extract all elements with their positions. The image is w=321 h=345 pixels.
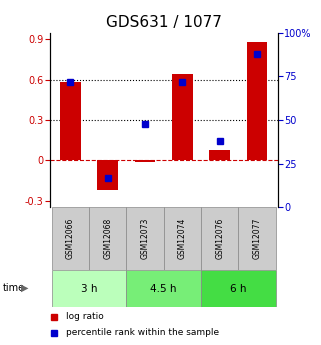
Bar — [239, 207, 276, 270]
Bar — [201, 270, 276, 307]
Bar — [164, 207, 201, 270]
Bar — [247, 41, 267, 160]
Bar — [97, 160, 118, 190]
Bar — [135, 160, 155, 162]
Text: GSM12076: GSM12076 — [215, 218, 224, 259]
Text: 4.5 h: 4.5 h — [151, 284, 177, 294]
Text: GSM12068: GSM12068 — [103, 218, 112, 259]
Bar — [89, 207, 126, 270]
Bar — [172, 74, 193, 160]
Text: GSM12074: GSM12074 — [178, 218, 187, 259]
Text: GSM12077: GSM12077 — [253, 218, 262, 259]
Text: time: time — [3, 283, 25, 293]
Bar — [126, 270, 201, 307]
Title: GDS631 / 1077: GDS631 / 1077 — [106, 15, 221, 30]
Text: 6 h: 6 h — [230, 284, 247, 294]
Text: log ratio: log ratio — [66, 312, 103, 321]
Bar — [52, 270, 126, 307]
Text: ▶: ▶ — [21, 283, 28, 293]
Bar — [201, 207, 239, 270]
Bar — [210, 150, 230, 160]
Text: percentile rank within the sample: percentile rank within the sample — [66, 328, 219, 337]
Bar — [60, 82, 81, 160]
Text: GSM12066: GSM12066 — [66, 218, 75, 259]
Text: 3 h: 3 h — [81, 284, 97, 294]
Bar — [52, 207, 89, 270]
Text: GSM12073: GSM12073 — [141, 218, 150, 259]
Bar — [126, 207, 164, 270]
